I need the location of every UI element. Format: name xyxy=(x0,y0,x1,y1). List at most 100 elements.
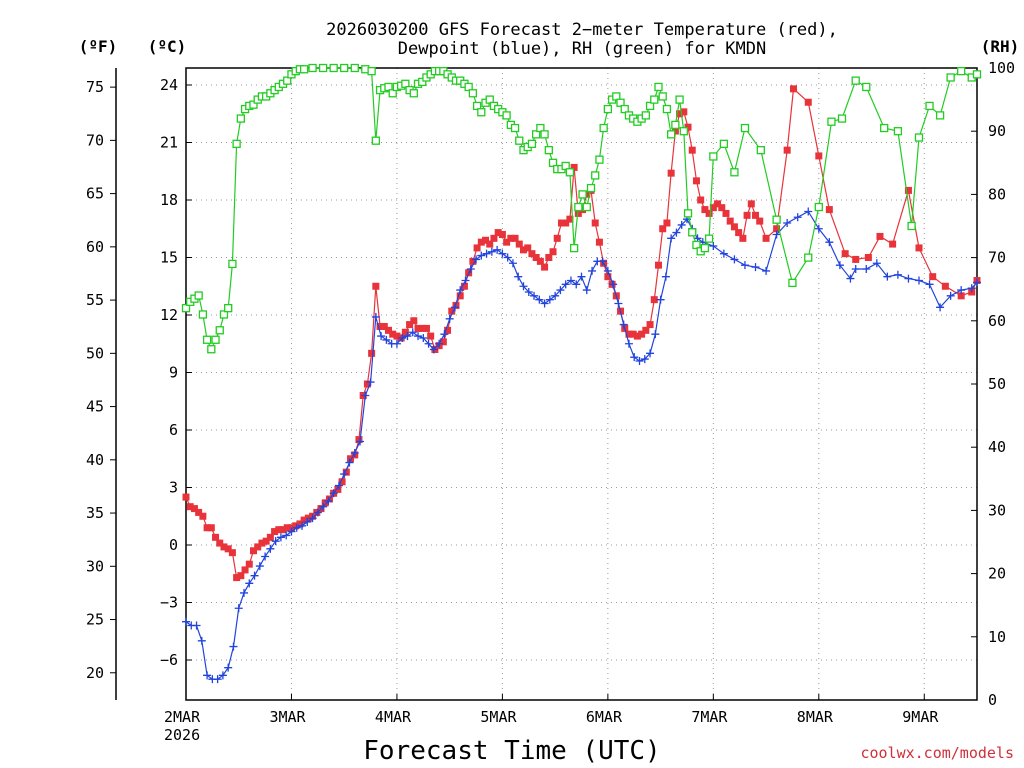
rh-point xyxy=(299,65,309,74)
dewpoint-point xyxy=(319,502,328,511)
temperature-point xyxy=(372,282,380,290)
rh-point xyxy=(907,221,916,231)
dewpoint-point xyxy=(408,328,417,337)
fahrenheit-tick-label: 75 xyxy=(86,78,104,96)
dewpoint-point xyxy=(751,263,760,272)
fahrenheit-tick-label: 25 xyxy=(86,611,104,629)
rh-tick-label: 0 xyxy=(988,691,997,709)
rh-point xyxy=(671,120,680,130)
celsius-tick-label: 9 xyxy=(169,364,178,382)
rh-point xyxy=(472,101,482,111)
temperature-point xyxy=(762,234,770,242)
rh-point xyxy=(340,63,349,73)
rh-point xyxy=(388,89,397,98)
rh-point xyxy=(730,168,739,177)
temperature-point xyxy=(650,296,658,304)
dewpoint-point xyxy=(825,238,834,247)
rh-point xyxy=(582,202,591,212)
temperature-point xyxy=(941,282,949,290)
temperature-point xyxy=(688,146,696,154)
temperature-point xyxy=(638,330,646,338)
temperature-point xyxy=(739,234,747,242)
dewpoint-point xyxy=(619,320,628,329)
temperature-point xyxy=(498,231,506,238)
rh-point xyxy=(935,111,945,120)
dewpoint-point xyxy=(461,276,470,285)
dewpoint-point xyxy=(234,604,243,613)
rh-point xyxy=(215,326,224,335)
dewpoint-point xyxy=(635,357,644,365)
dewpoint-point xyxy=(651,330,660,339)
temperature-point xyxy=(528,250,536,258)
temperature-point xyxy=(266,533,274,541)
dewpoint-point xyxy=(524,288,533,296)
rh-point xyxy=(350,63,359,73)
temperature-point xyxy=(427,332,435,340)
rh-point xyxy=(249,100,258,109)
temperature-point xyxy=(929,273,937,281)
dewpoint-point xyxy=(640,355,649,364)
rh-unit-label: (RH) xyxy=(981,37,1020,56)
rh-point xyxy=(595,155,604,164)
celsius-tick-label: 24 xyxy=(160,76,178,94)
temperature-point xyxy=(692,177,700,185)
dewpoint-point xyxy=(240,588,249,597)
temperature-point xyxy=(507,234,515,242)
rh-point xyxy=(586,183,596,193)
dewpoint-point xyxy=(904,274,913,283)
dewpoint-point xyxy=(218,671,227,680)
temperature-point xyxy=(477,238,485,246)
dewpoint-point xyxy=(287,527,296,536)
rh-point xyxy=(384,82,393,92)
dewpoint-point xyxy=(371,312,380,321)
temperature-point xyxy=(216,539,224,547)
rh-point xyxy=(578,190,587,199)
dewpoint-point xyxy=(361,391,370,400)
dewpoint-point xyxy=(598,257,607,266)
dewpoint-point xyxy=(324,496,333,505)
chart-title-line-1: 2026030200 GFS Forecast 2−meter Temperat… xyxy=(326,20,838,40)
temperature-point xyxy=(705,209,713,217)
x-tick-year-label: 2026 xyxy=(164,726,200,744)
fahrenheit-unit-label: (ºF) xyxy=(79,37,118,56)
dewpoint-point xyxy=(957,286,966,295)
rh-point xyxy=(957,67,966,76)
dewpoint-point xyxy=(472,255,481,264)
dewpoint-point xyxy=(973,278,981,287)
dewpoint-point xyxy=(276,533,285,542)
rh-point xyxy=(510,123,520,133)
dewpoint-point xyxy=(614,299,623,308)
dewpoint-point xyxy=(255,562,264,571)
temperature-point xyxy=(224,545,232,553)
temperature-point xyxy=(541,263,549,271)
dewpoint-point xyxy=(804,207,813,216)
temperature-point xyxy=(783,146,791,154)
dewpoint-point xyxy=(719,249,728,258)
rh-point xyxy=(893,127,903,136)
dewpoint-point xyxy=(530,291,539,300)
dewpoint-point xyxy=(292,523,301,532)
rh-point xyxy=(804,253,813,262)
rh-point xyxy=(616,98,625,107)
temperature-point xyxy=(714,200,722,208)
temperature-point xyxy=(422,324,430,332)
temperature-point xyxy=(296,520,304,528)
temperature-point xyxy=(915,244,923,252)
rh-point xyxy=(788,278,797,288)
temperature-point xyxy=(876,232,884,240)
x-tick-label: 6MAR xyxy=(586,708,623,726)
rh-point xyxy=(283,76,292,85)
rh-point xyxy=(641,111,650,120)
rh-point xyxy=(565,168,575,177)
dewpoint-point xyxy=(313,508,322,517)
dewpoint-point xyxy=(435,339,444,348)
temperature-point xyxy=(574,209,582,217)
rh-point xyxy=(740,123,750,133)
dewpoint-point xyxy=(730,255,739,264)
temperature-point xyxy=(182,493,190,501)
temperature-point xyxy=(363,380,371,388)
dewpoint-point xyxy=(630,353,639,362)
temperature-point xyxy=(743,211,751,219)
dewpoint-point xyxy=(835,261,844,270)
